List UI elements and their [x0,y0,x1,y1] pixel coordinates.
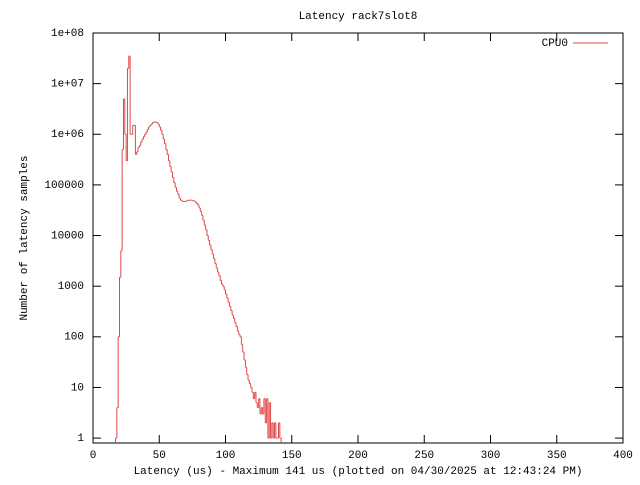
x-tick-label: 150 [282,450,302,462]
y-tick-label: 100 [64,332,84,344]
legend-label: CPU0 [542,38,568,50]
y-tick-label: 1e+06 [51,129,84,141]
x-tick-label: 400 [613,450,633,462]
x-tick-label: 250 [414,450,434,462]
y-tick-label: 10000 [51,230,84,242]
x-tick-label: 50 [153,450,166,462]
y-axis-label: Number of latency samples [19,155,31,320]
y-tick-label: 1000 [58,281,84,293]
x-tick-label: 350 [547,450,567,462]
chart-title: Latency rack7slot8 [299,11,418,23]
y-tick-label: 100000 [44,180,84,192]
y-tick-label: 1e+07 [51,79,84,91]
y-tick-label: 10 [71,382,84,394]
x-tick-label: 300 [481,450,501,462]
x-axis-label: Latency (us) - Maximum 141 us (plotted o… [134,466,583,478]
x-tick-label: 100 [216,450,236,462]
x-tick-label: 0 [90,450,97,462]
y-tick-label: 1e+08 [51,28,84,40]
y-tick-label: 1 [77,433,84,445]
x-tick-label: 200 [348,450,368,462]
